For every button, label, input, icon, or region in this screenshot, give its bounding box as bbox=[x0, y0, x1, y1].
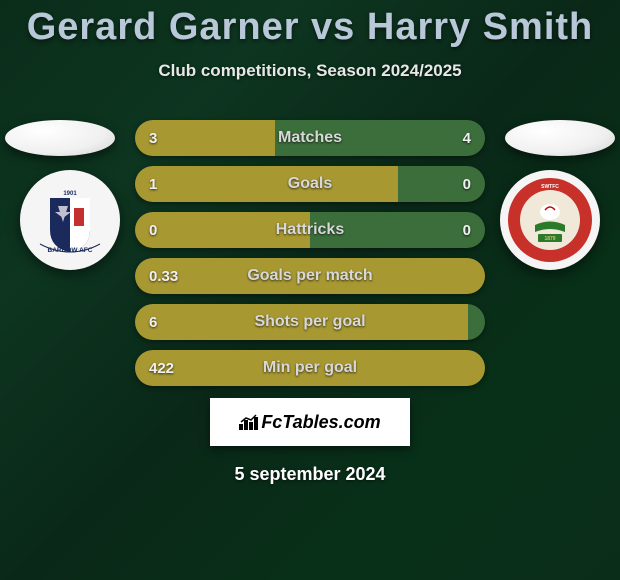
stat-bar-track: Min per goal422 bbox=[135, 350, 485, 386]
svg-text:1879: 1879 bbox=[544, 236, 555, 242]
stat-label: Matches bbox=[135, 120, 485, 156]
svg-text:BARROW AFC: BARROW AFC bbox=[48, 247, 93, 254]
stat-bar-track: Hattricks0 0 bbox=[135, 212, 485, 248]
stat-value-left: 422 bbox=[149, 350, 174, 386]
club-badge-right: 1879 SWTFC bbox=[500, 170, 600, 270]
footer-date: 5 september 2024 bbox=[0, 464, 620, 485]
stat-label: Goals bbox=[135, 166, 485, 202]
stat-row: Matches3 4 bbox=[135, 120, 485, 156]
subtitle: Club competitions, Season 2024/2025 bbox=[0, 61, 620, 81]
player-left-disc bbox=[5, 120, 115, 156]
stat-row: Goals1 0 bbox=[135, 166, 485, 202]
stat-row: Min per goal422 bbox=[135, 350, 485, 386]
stat-value-left: 0 bbox=[149, 212, 157, 248]
stat-row: Shots per goal6 bbox=[135, 304, 485, 340]
barrow-crest-icon: 1901 BARROW AFC bbox=[20, 170, 120, 270]
page-title: Gerard Garner vs Harry Smith bbox=[0, 0, 620, 49]
svg-text:1901: 1901 bbox=[63, 191, 77, 197]
club-badge-left: 1901 BARROW AFC bbox=[20, 170, 120, 270]
player-right-disc bbox=[505, 120, 615, 156]
stat-value-left: 0.33 bbox=[149, 258, 178, 294]
stat-value-left: 1 bbox=[149, 166, 157, 202]
stat-bars: Matches34Goals10Hattricks00Goals per mat… bbox=[135, 120, 485, 386]
stat-bar-track: Matches3 4 bbox=[135, 120, 485, 156]
stat-bar-track: Goals1 0 bbox=[135, 166, 485, 202]
fctables-logo: FcTables.com bbox=[239, 412, 380, 433]
stat-row: Goals per match0.33 bbox=[135, 258, 485, 294]
chart-icon bbox=[239, 414, 259, 430]
stat-label: Hattricks bbox=[135, 212, 485, 248]
stat-bar-track: Goals per match0.33 bbox=[135, 258, 485, 294]
footer-brand-text: FcTables.com bbox=[261, 412, 380, 432]
stat-label: Shots per goal bbox=[135, 304, 485, 340]
stat-value-left: 3 bbox=[149, 120, 157, 156]
stat-row: Hattricks0 0 bbox=[135, 212, 485, 248]
stat-bar-track: Shots per goal6 bbox=[135, 304, 485, 340]
swindon-crest-icon: 1879 SWTFC bbox=[500, 170, 600, 270]
stat-value-right: 0 bbox=[463, 212, 471, 248]
comparison-panel: 1901 BARROW AFC 1879 SWTFC Matches3 4 Goal… bbox=[0, 120, 620, 485]
svg-text:SWTFC: SWTFC bbox=[541, 184, 559, 190]
stat-value-left: 6 bbox=[149, 304, 157, 340]
stat-value-right: 0 bbox=[463, 166, 471, 202]
stat-label: Goals per match bbox=[135, 258, 485, 294]
stat-label: Min per goal bbox=[135, 350, 485, 386]
stat-value-right: 4 bbox=[463, 120, 471, 156]
footer-brand-box: FcTables.com bbox=[210, 398, 410, 446]
